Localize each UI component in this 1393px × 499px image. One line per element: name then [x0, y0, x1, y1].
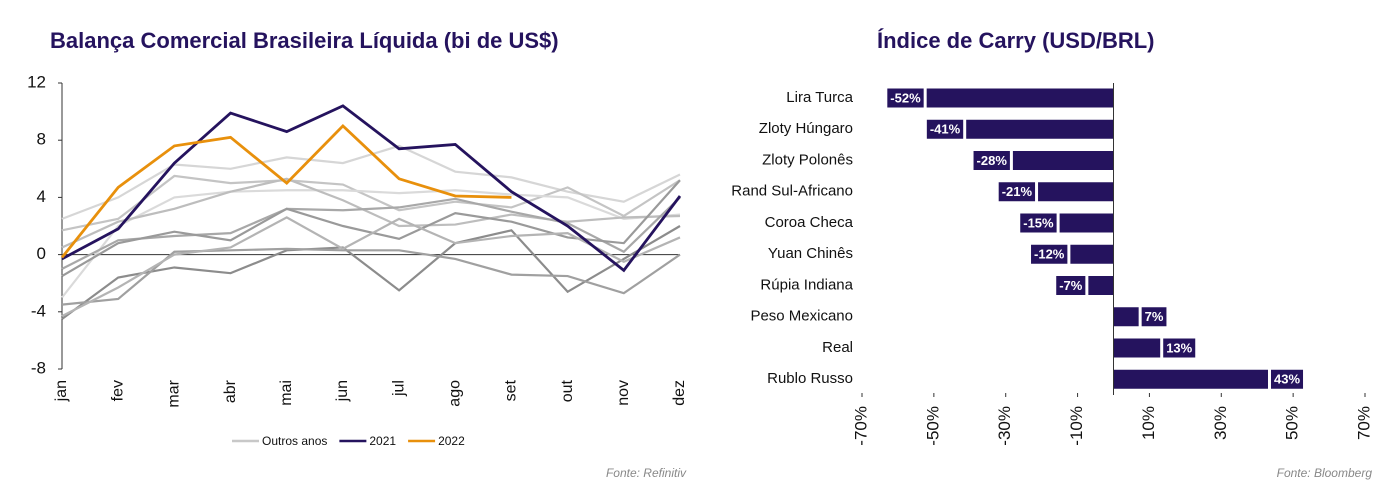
bar: [966, 119, 1114, 139]
x-tick-label: fev: [109, 380, 126, 401]
bar: [1113, 369, 1268, 389]
bar: [1038, 182, 1114, 202]
y-tick-label: 0: [37, 244, 46, 263]
legend-label: Outros anos: [262, 434, 327, 448]
x-tick-label: jul: [390, 380, 407, 397]
series-line: [60, 123, 512, 259]
value-label-box: [924, 117, 966, 141]
legend-label: 2021: [369, 434, 396, 448]
other-year-line: [61, 225, 681, 320]
other-year-line: [61, 177, 681, 249]
chart-title: Balança Comercial Brasileira Líquida (bi…: [50, 28, 559, 53]
series-line: [61, 104, 682, 273]
bar: [1070, 244, 1114, 264]
other-year-line: [61, 216, 681, 318]
other-year-line: [61, 174, 681, 232]
category-label: Real: [822, 339, 853, 356]
y-tick-label: 8: [37, 130, 46, 149]
value-label: -15%: [1023, 215, 1054, 230]
category-label: Zloty Polonês: [762, 151, 853, 168]
other-year-line: [61, 247, 681, 306]
category-label: Yuan Chinês: [768, 245, 853, 262]
x-tick-label: -50%: [923, 406, 942, 446]
y-tick-label: -8: [31, 358, 46, 377]
bar: [1012, 151, 1114, 170]
value-label: 43%: [1274, 372, 1300, 387]
value-label: -21%: [1002, 184, 1033, 199]
category-label: Zloty Húngaro: [759, 120, 853, 137]
value-label: 7%: [1145, 309, 1164, 324]
value-label-box: [1054, 274, 1088, 297]
bar: [1113, 338, 1161, 358]
value-label: -12%: [1034, 247, 1065, 262]
other-year-line: [61, 196, 681, 270]
y-tick-label: -4: [31, 301, 46, 320]
category-label: Rand Sul-Africano: [731, 183, 853, 200]
x-tick-label: 30%: [1211, 406, 1230, 440]
x-tick-label: ago: [446, 380, 463, 407]
value-label-box: [885, 86, 926, 110]
value-label: -41%: [930, 122, 961, 137]
value-label-box: [1029, 242, 1070, 266]
value-label-box: [971, 149, 1012, 172]
x-tick-label: jan: [53, 380, 70, 402]
value-label: -7%: [1059, 278, 1083, 293]
bar: [1113, 307, 1139, 327]
x-tick-label: mai: [278, 380, 295, 406]
bar: [1088, 276, 1114, 295]
y-tick-label: 12: [27, 72, 46, 91]
x-tick-label: abr: [222, 379, 239, 403]
category-label: Coroa Checa: [765, 214, 854, 231]
value-label-box: [996, 180, 1038, 204]
chart-title: Índice de Carry (USD/BRL): [877, 28, 1155, 53]
x-tick-label: dez: [671, 380, 688, 406]
x-tick-label: 10%: [1139, 406, 1158, 440]
source: Fonte: Refinitiv: [606, 466, 687, 480]
value-label: 13%: [1166, 340, 1192, 355]
x-tick-label: -70%: [851, 406, 870, 446]
x-tick-label: 70%: [1354, 406, 1373, 440]
x-tick-label: out: [559, 379, 576, 402]
category-label: Lira Turca: [786, 89, 853, 106]
x-tick-label: mar: [166, 379, 183, 407]
legend-label: 2022: [438, 434, 465, 448]
category-label: Rúpia Indiana: [760, 276, 853, 293]
bar: [1059, 213, 1114, 233]
value-label-box: [1018, 211, 1059, 235]
other-year-line: [61, 189, 681, 299]
y-tick-label: 4: [37, 187, 46, 206]
category-label: Rublo Russo: [767, 370, 853, 387]
x-tick-label: jun: [334, 380, 351, 402]
bar: [926, 88, 1114, 108]
x-tick-label: -30%: [995, 406, 1014, 446]
value-label-box: [1161, 336, 1198, 360]
x-tick-label: -10%: [1067, 406, 1086, 446]
x-tick-label: 50%: [1283, 406, 1302, 440]
x-tick-label: nov: [615, 380, 632, 406]
value-label-box: [1139, 305, 1169, 329]
value-label: -28%: [977, 153, 1008, 168]
category-label: Peso Mexicano: [750, 308, 853, 325]
source: Fonte: Bloomberg: [1277, 466, 1373, 480]
value-label-box: [1268, 367, 1306, 391]
value-label: -52%: [890, 90, 921, 105]
x-tick-label: set: [503, 379, 520, 401]
